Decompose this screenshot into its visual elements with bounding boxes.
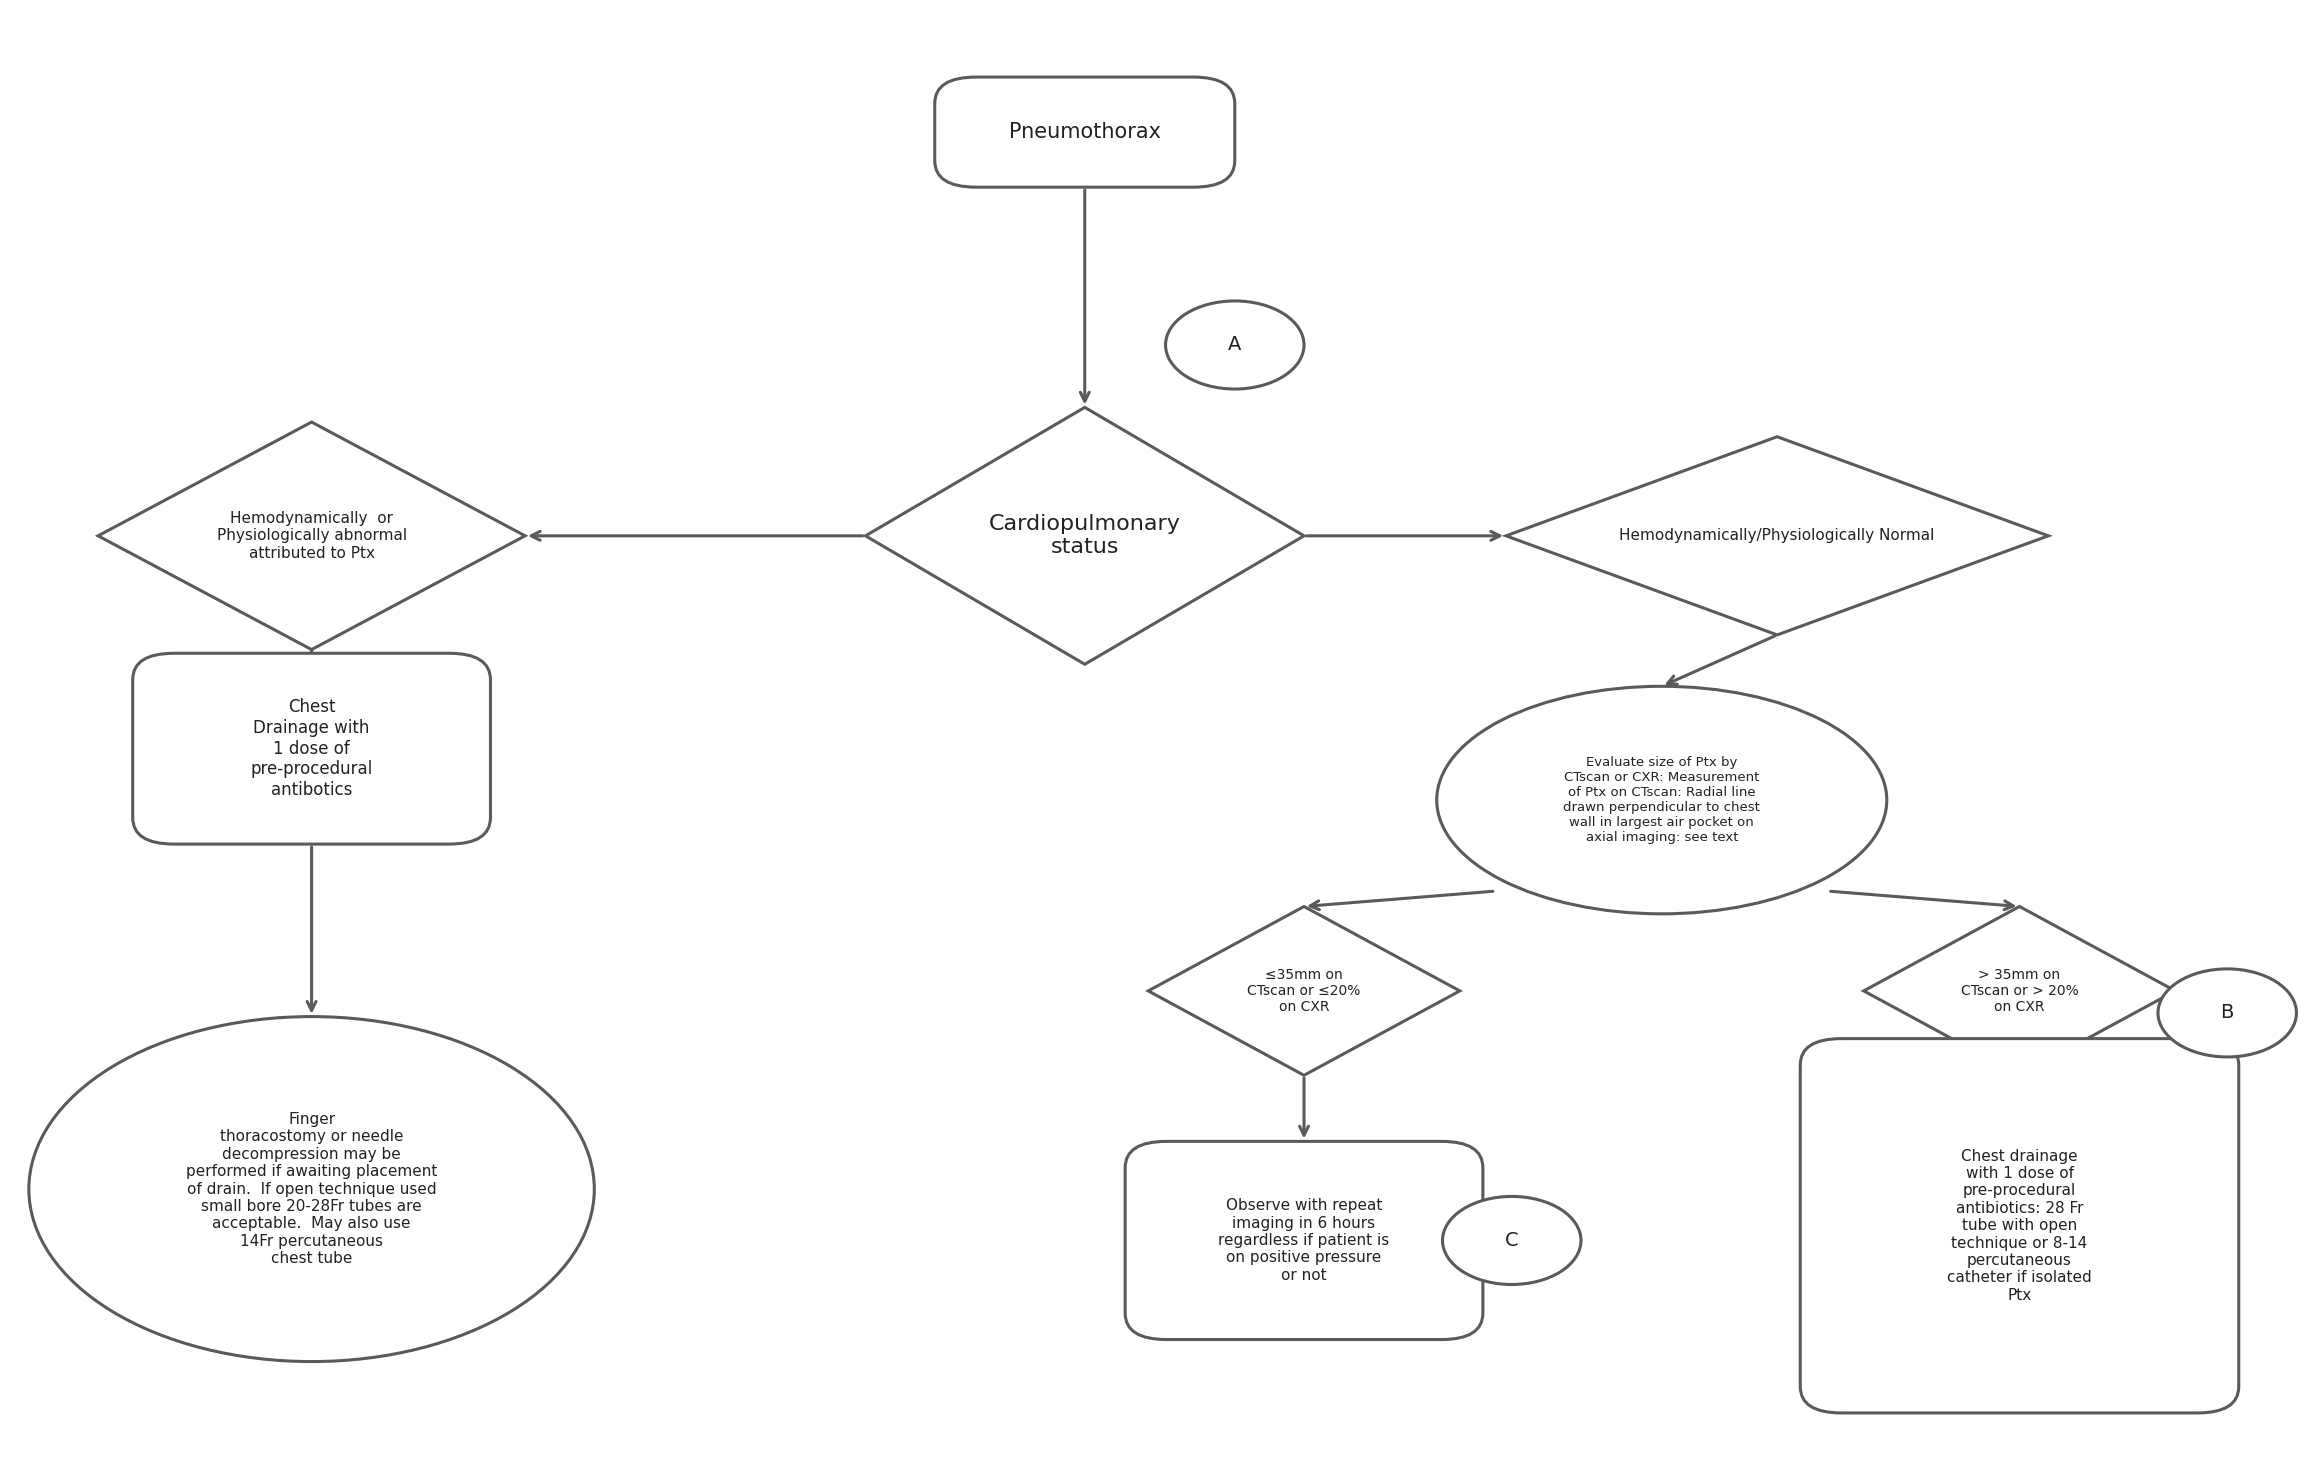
Polygon shape — [1507, 437, 2050, 634]
FancyBboxPatch shape — [134, 653, 489, 844]
Text: Chest drainage
with 1 dose of
pre-procedural
antibiotics: 28 Fr
tube with open
t: Chest drainage with 1 dose of pre-proced… — [1948, 1148, 2091, 1304]
Text: ≤35mm on
CTscan or ≤20%
on CXR: ≤35mm on CTscan or ≤20% on CXR — [1246, 967, 1362, 1014]
Polygon shape — [1865, 906, 2174, 1075]
Text: Evaluate size of Ptx by
CTscan or CXR: Measurement
of Ptx on CTscan: Radial line: Evaluate size of Ptx by CTscan or CXR: M… — [1563, 756, 1761, 844]
Text: Hemodynamically  or
Physiologically abnormal
attributed to Ptx: Hemodynamically or Physiologically abnor… — [217, 511, 406, 561]
Circle shape — [2158, 969, 2296, 1057]
Circle shape — [1442, 1196, 1581, 1284]
Polygon shape — [97, 423, 526, 649]
Text: B: B — [2220, 1004, 2234, 1022]
Text: C: C — [1505, 1232, 1519, 1249]
FancyBboxPatch shape — [935, 76, 1235, 186]
Text: > 35mm on
CTscan or > 20%
on CXR: > 35mm on CTscan or > 20% on CXR — [1959, 967, 2080, 1014]
Text: Observe with repeat
imaging in 6 hours
regardless if patient is
on positive pres: Observe with repeat imaging in 6 hours r… — [1219, 1198, 1389, 1283]
Polygon shape — [1147, 906, 1459, 1075]
Circle shape — [1166, 301, 1304, 389]
Text: Finger
thoracostomy or needle
decompression may be
performed if awaiting placeme: Finger thoracostomy or needle decompress… — [187, 1111, 436, 1267]
Text: Pneumothorax: Pneumothorax — [1009, 122, 1161, 142]
Text: Chest
Drainage with
1 dose of
pre-procedural
antibotics: Chest Drainage with 1 dose of pre-proced… — [252, 699, 372, 799]
Ellipse shape — [1436, 687, 1886, 913]
Text: A: A — [1228, 336, 1242, 354]
Text: Cardiopulmonary
status: Cardiopulmonary status — [988, 514, 1182, 558]
Text: Hemodynamically/Physiologically Normal: Hemodynamically/Physiologically Normal — [1620, 528, 1934, 543]
Ellipse shape — [30, 1017, 595, 1362]
FancyBboxPatch shape — [1800, 1039, 2239, 1412]
Polygon shape — [866, 407, 1304, 664]
FancyBboxPatch shape — [1124, 1142, 1482, 1339]
